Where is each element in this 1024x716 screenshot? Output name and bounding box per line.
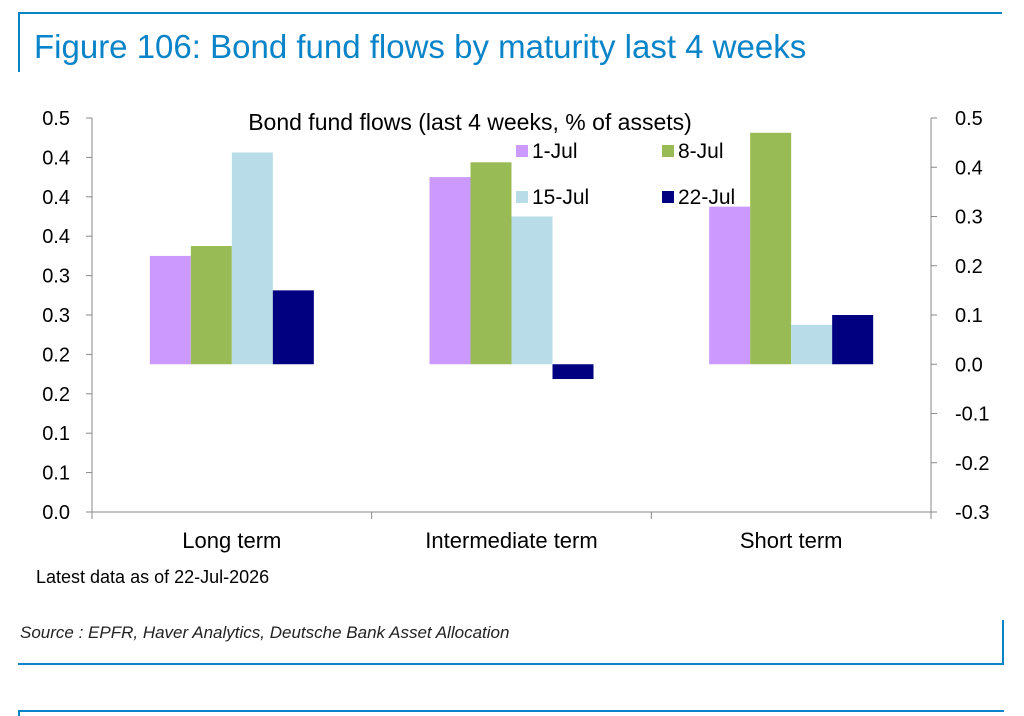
right-axis-tick-label: 0.3 bbox=[955, 207, 983, 229]
legend-swatch-1-jul bbox=[516, 145, 528, 157]
left-axis-tick-label: 0.1 bbox=[42, 463, 70, 485]
right-axis-tick-label: -0.1 bbox=[955, 404, 989, 426]
left-axis-tick-label: 0.2 bbox=[42, 384, 70, 406]
left-axis-tick-label: 0.4 bbox=[42, 226, 70, 248]
source-line: Source : EPFR, Haver Analytics, Deutsche… bbox=[20, 623, 510, 642]
left-axis-tick-label: 0.4 bbox=[42, 147, 70, 169]
right-axis-tick-label: -0.3 bbox=[955, 502, 989, 524]
bar-15-jul-long-term bbox=[231, 152, 273, 365]
legend-label-15-jul: 15-Jul bbox=[532, 186, 589, 209]
right-axis-tick-label: 0.0 bbox=[955, 354, 983, 376]
left-axis-tick-label: 0.3 bbox=[42, 266, 70, 288]
next-figure-frame-top bbox=[18, 710, 1004, 712]
bar-15-jul-short-term bbox=[791, 324, 833, 365]
bar-8-jul-long-term bbox=[190, 246, 232, 365]
bar-22-jul-short-term bbox=[832, 315, 874, 365]
bar-8-jul-intermediate-term bbox=[470, 162, 512, 365]
next-figure-frame-left bbox=[18, 710, 20, 716]
bar-22-jul-intermediate-term bbox=[552, 364, 594, 380]
legend-label-1-jul: 1-Jul bbox=[532, 140, 578, 163]
x-axis-category-label: Short term bbox=[740, 528, 843, 553]
left-axis-tick-label: 0.2 bbox=[42, 344, 70, 366]
legend-label-22-jul: 22-Jul bbox=[678, 186, 735, 209]
figure-title: Figure 106: Bond fund flows by maturity … bbox=[34, 28, 807, 65]
x-axis-category-label: Intermediate term bbox=[425, 528, 597, 553]
bar-15-jul-intermediate-term bbox=[511, 216, 553, 365]
chart-title: Bond fund flows (last 4 weeks, % of asse… bbox=[248, 109, 692, 135]
right-axis-tick-label: -0.2 bbox=[955, 453, 989, 475]
right-axis-tick-label: 0.5 bbox=[955, 108, 983, 130]
left-axis-tick-label: 0.5 bbox=[42, 108, 70, 130]
legend-label-8-jul: 8-Jul bbox=[678, 140, 724, 163]
legend-swatch-22-jul bbox=[662, 191, 674, 203]
figure-frame-top bbox=[18, 12, 1002, 14]
figure-frame-bottom bbox=[18, 663, 1004, 665]
figure-frame-right bbox=[1002, 620, 1004, 665]
left-axis-tick-label: 0.4 bbox=[42, 187, 70, 209]
figure-frame-left bbox=[18, 12, 20, 72]
left-axis-tick-label: 0.0 bbox=[42, 502, 70, 524]
right-axis-tick-label: 0.2 bbox=[955, 256, 983, 278]
bar-22-jul-long-term bbox=[272, 290, 314, 365]
bar-1-jul-long-term bbox=[149, 255, 191, 365]
data-note: Latest data as of 22-Jul-2026 bbox=[36, 567, 270, 587]
bond-flows-chart: Bond fund flows (last 4 weeks, % of asse… bbox=[0, 96, 1024, 596]
right-axis-tick-label: 0.1 bbox=[955, 305, 983, 327]
chart-svg: Bond fund flows (last 4 weeks, % of asse… bbox=[42, 108, 989, 553]
left-axis-tick-label: 0.3 bbox=[42, 305, 70, 327]
x-axis-category-label: Long term bbox=[182, 528, 281, 553]
legend-swatch-15-jul bbox=[516, 191, 528, 203]
bar-1-jul-intermediate-term bbox=[429, 177, 471, 365]
legend-swatch-8-jul bbox=[662, 145, 674, 157]
bar-1-jul-short-term bbox=[709, 206, 751, 365]
left-axis-tick-label: 0.1 bbox=[42, 423, 70, 445]
bar-8-jul-short-term bbox=[750, 132, 792, 365]
right-axis-tick-label: 0.4 bbox=[955, 157, 983, 179]
